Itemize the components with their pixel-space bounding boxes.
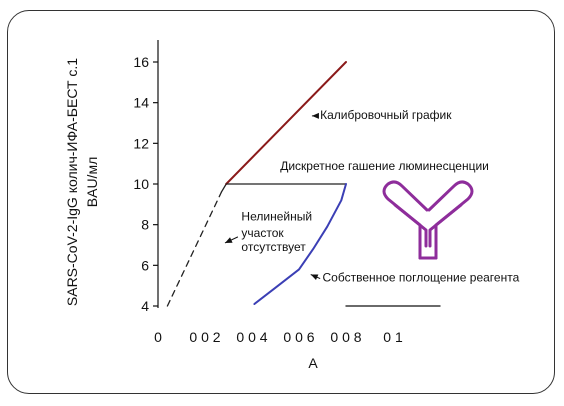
- annotation-arrows: [224, 112, 321, 281]
- antibody-icon: [382, 180, 474, 260]
- x-ticks: 0 0 0 2 0 0 4 0 0 6 0 0 8 0 1: [154, 329, 403, 345]
- annotations: Калибровочный график Дискретное гашение л…: [241, 108, 519, 285]
- arrow-head: [311, 112, 319, 119]
- x-tick-label: 0: [154, 329, 162, 345]
- antibody-inner-left: [393, 203, 428, 248]
- x-tick-label: 0 0 2: [189, 329, 220, 345]
- annotation-label: Собственное поглощение реагента: [323, 271, 520, 285]
- antibody-outer-right: [427, 180, 474, 260]
- series-line-4: [253, 183, 347, 305]
- series-line-1: [220, 183, 227, 193]
- x-tick-label: 0 0 6: [283, 329, 314, 345]
- x-tick-label: 0 0 8: [330, 329, 361, 345]
- annotation-label: Калибровочный график: [320, 108, 452, 122]
- series-line-2: [225, 61, 347, 185]
- series-line-0: [166, 191, 223, 307]
- x-tick-label: 0 1: [383, 329, 403, 345]
- arrow-head: [224, 237, 233, 243]
- y-tick-label: 12: [133, 135, 149, 151]
- series-lines: [166, 61, 441, 307]
- y-tick-label: 16: [133, 54, 149, 70]
- annotation-label: Дискретное гашение люминесценции: [280, 159, 489, 173]
- y-tick-label: 4: [141, 298, 149, 314]
- y-tick-label: 14: [133, 95, 149, 111]
- antibody-inner-right: [428, 203, 463, 248]
- y-axis-label-line2: BAU/мл: [84, 157, 100, 207]
- antibody-outer-left: [382, 180, 429, 260]
- x-axis-label: A: [308, 355, 318, 371]
- arrow-head: [310, 274, 319, 281]
- y-tick-label: 6: [141, 257, 149, 273]
- y-tick-label: 10: [133, 176, 149, 192]
- y-ticks: 4 6 8 10 12 14 16: [133, 54, 158, 314]
- annotation-label: участок: [241, 226, 284, 240]
- annotation-label: отсутствует: [241, 240, 306, 254]
- annotation-label: Нелинейный: [241, 210, 312, 224]
- y-tick-label: 8: [141, 217, 149, 233]
- y-axis-label-line1: SARS-CoV-2-IgG колич-ИФА-БЕСТ с.1: [64, 58, 80, 306]
- x-tick-label: 0 0 4: [236, 329, 267, 345]
